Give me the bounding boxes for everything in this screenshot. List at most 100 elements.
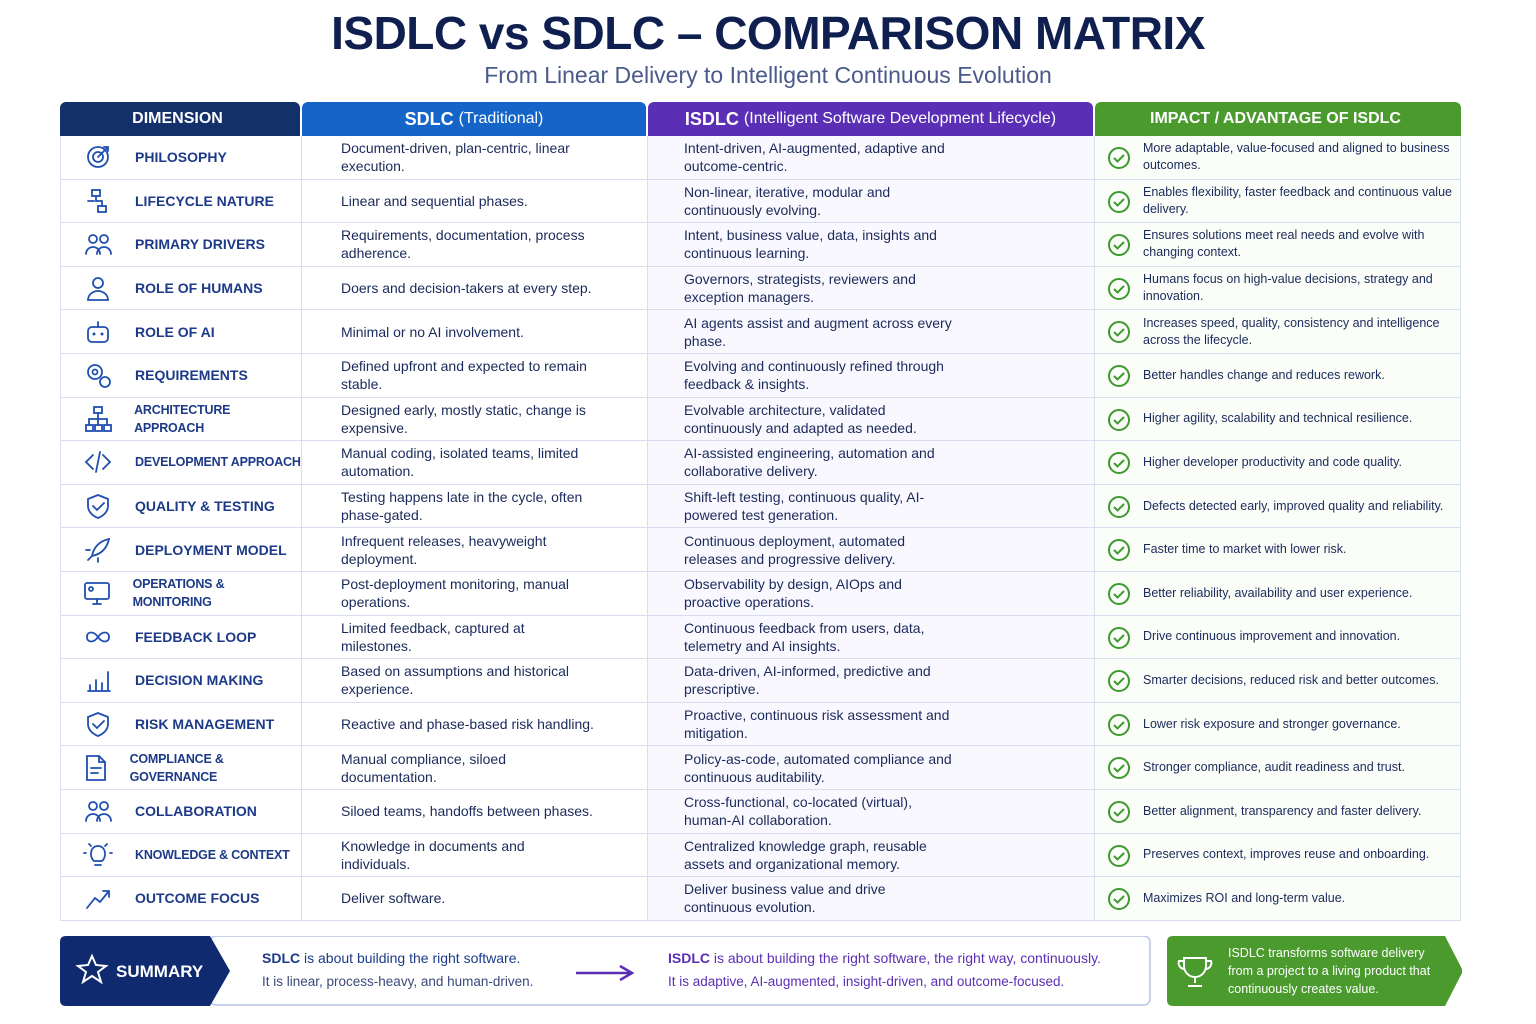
summary-isdlc: ISDLC is about building the right softwa…	[668, 950, 1101, 966]
impact-cell: Preserves context, improves reuse and on…	[1095, 833, 1461, 877]
row-icon	[61, 360, 135, 390]
sdlc-cell: Defined upfront and expected to remain s…	[302, 353, 648, 397]
sdlc-cell: Deliver software.	[302, 877, 648, 920]
cell-text: Evolvable architecture, validated contin…	[684, 401, 917, 436]
icon	[83, 842, 113, 866]
isdlc-cell: Proactive, continuous risk assessment an…	[648, 702, 1095, 746]
cell-text: Faster time to market with lower risk.	[1143, 542, 1347, 557]
impact-cell: Drive continuous improvement and innovat…	[1095, 615, 1461, 659]
cell-text: Deliver software.	[341, 890, 446, 907]
cell-text: Defined upfront and expected to remain s…	[341, 358, 587, 393]
cell-text: Ensures solutions meet real needs and ev…	[1143, 228, 1425, 260]
cell-text: Testing happens late in the cycle, often…	[341, 489, 583, 524]
dimension-name: PHILOSOPHY	[135, 149, 227, 166]
sdlc-cell: Reactive and phase-based risk handling.	[302, 702, 648, 746]
check-icon	[1108, 757, 1130, 780]
row-icon	[61, 186, 135, 216]
check-icon	[1108, 800, 1130, 823]
cell-text: Cross-functional, co-located (virtual), …	[684, 794, 912, 829]
cell-text: Governors, strategists, reviewers and ex…	[684, 271, 916, 306]
cell-text: Designed early, mostly static, change is…	[341, 401, 586, 436]
cell-text: Better alignment, transparency and faste…	[1143, 803, 1422, 818]
sdlc-cell: Designed early, mostly static, change is…	[302, 397, 648, 441]
isdlc-cell: Data-driven, AI-informed, predictive and…	[648, 659, 1095, 702]
rows: PHILOSOPHY Document-driven, plan-centric,…	[60, 136, 1461, 921]
table-row: QUALITY & TESTING Testing happens late in…	[60, 484, 1461, 529]
cell-text: Intent-driven, AI-augmented, adaptive an…	[684, 140, 945, 175]
cell-text: Evolving and continuously refined throug…	[684, 358, 944, 393]
icon	[85, 537, 111, 563]
table-row: ROLE OF AI Minimal or no AI involvement. A…	[60, 310, 1461, 354]
cell-text: Maximizes ROI and long-term value.	[1143, 890, 1346, 905]
row-icon	[61, 142, 135, 172]
header-cell: SDLC (Traditional)	[302, 102, 646, 136]
cell-text: Requirements, documentation, process adh…	[341, 227, 585, 262]
cell-text: Defects detected early, improved quality…	[1143, 498, 1444, 513]
table-row: ROLE OF HUMANS Doers and decision-takers …	[60, 266, 1461, 311]
cell-text: Manual compliance, siloed documentation.	[341, 750, 506, 785]
check-icon	[1108, 582, 1130, 605]
dimension-cell: OUTCOME FOCUS	[60, 877, 302, 920]
lead: SDLC	[262, 950, 301, 966]
table-row: LIFECYCLE NATURE Linear and sequential ph…	[60, 179, 1461, 224]
table-row: OUTCOME FOCUS Deliver software. Deliver bu…	[60, 877, 1461, 921]
cell-text: Enables flexibility, faster feedback and…	[1143, 184, 1452, 216]
dimension-cell: DEVELOPMENT APPROACH	[60, 441, 302, 484]
cell-text: Non-linear, iterative, modular and conti…	[684, 183, 891, 218]
cell-text: Doers and decision-takers at every step.	[341, 280, 592, 297]
dimension-name: DECISION MAKING	[135, 672, 264, 689]
impact-cell: Humans focus on high-value decisions, st…	[1095, 266, 1461, 310]
impact-cell: Defects detected early, improved quality…	[1095, 484, 1461, 528]
row-icon	[61, 273, 135, 303]
icon	[86, 754, 107, 781]
icon	[84, 451, 112, 474]
cell-text: Post-deployment monitoring, manual opera…	[341, 576, 570, 611]
check-icon	[1108, 234, 1130, 257]
cell-text: Observability by design, AIOps and proac…	[684, 576, 902, 611]
row-icon	[61, 229, 135, 259]
cell-text: Document-driven, plan-centric, linear ex…	[341, 140, 570, 175]
dimension-cell: LIFECYCLE NATURE	[60, 179, 302, 223]
dimension-name: COLLABORATION	[135, 803, 257, 820]
header-cell: DIMENSION	[60, 102, 300, 136]
isdlc-cell: AI agents assist and augment across ever…	[648, 310, 1095, 353]
row-icon	[61, 840, 135, 870]
dimension-cell: OPERATIONS & MONITORING	[60, 571, 302, 615]
check-icon	[1108, 147, 1130, 169]
cell-text: Linear and sequential phases.	[341, 192, 528, 209]
isdlc-cell: Intent-driven, AI-augmented, adaptive an…	[648, 136, 1095, 179]
dimension-name: DEPLOYMENT MODEL	[135, 541, 287, 558]
impact-cell: Better handles change and reduces rework…	[1095, 353, 1461, 397]
summary-impact: ISDLC transforms software delivery from …	[1228, 946, 1431, 996]
impact-cell: Enables flexibility, faster feedback and…	[1095, 179, 1461, 223]
dimension-cell: QUALITY & TESTING	[60, 484, 302, 528]
impact-cell: Faster time to market with lower risk.	[1095, 528, 1461, 571]
cell-text: Stronger compliance, audit readiness and…	[1143, 760, 1405, 775]
summary-sdlc-detail: It is linear, process-heavy, and human-d…	[262, 974, 534, 989]
dimension-cell: PRIMARY DRIVERS	[60, 223, 302, 266]
impact-cell: Ensures solutions meet real needs and ev…	[1095, 223, 1461, 266]
check-icon	[1108, 408, 1130, 431]
table-row: DECISION MAKING Based on assumptions and …	[60, 659, 1461, 703]
dimension-name: KNOWLEDGE & CONTEXT	[135, 847, 290, 862]
header-main: DIMENSION	[132, 110, 223, 127]
dimension-cell: COLLABORATION	[60, 789, 302, 833]
summary-bar: SUMMARY SDLC is about building the right…	[60, 936, 1462, 1006]
cell-text: Better reliability, availability and use…	[1143, 585, 1413, 600]
dimension-cell: KNOWLEDGE & CONTEXT	[60, 833, 302, 877]
impact-cell: Lower risk exposure and stronger governa…	[1095, 702, 1461, 746]
row-icon	[61, 665, 135, 695]
row-icon	[61, 404, 134, 434]
header-main: IMPACT / ADVANTAGE OF ISDLC	[1150, 110, 1401, 127]
row-icon	[61, 317, 135, 347]
impact-cell: Higher agility, scalability and technica…	[1095, 397, 1461, 441]
isdlc-cell: Centralized knowledge graph, reusable as…	[648, 833, 1095, 877]
impact-cell: More adaptable, value-focused and aligne…	[1095, 136, 1461, 179]
header-main: SDLC	[404, 108, 454, 129]
check-icon	[1108, 670, 1130, 693]
sdlc-cell: Doers and decision-takers at every step.	[302, 266, 648, 310]
dimension-name: PRIMARY DRIVERS	[135, 236, 265, 253]
cell-text: Lower risk exposure and stronger governa…	[1143, 716, 1401, 731]
cell-text: Smarter decisions, reduced risk and bett…	[1143, 672, 1439, 687]
